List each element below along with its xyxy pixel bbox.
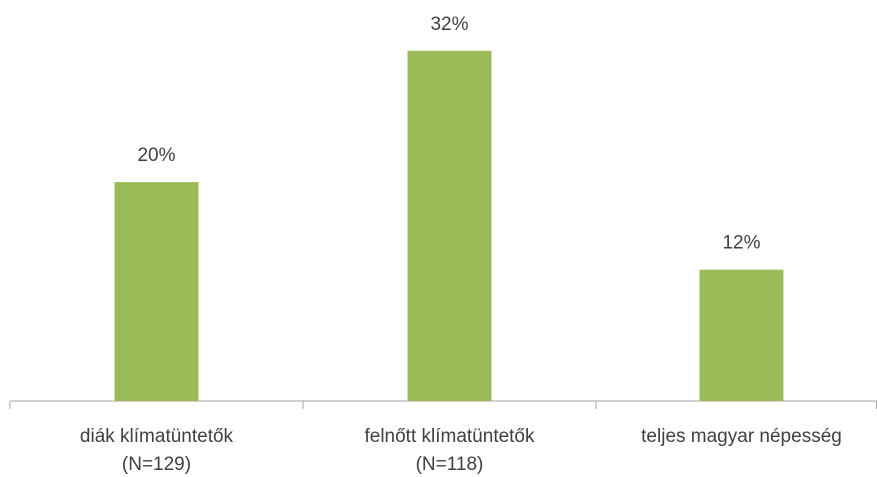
x-tick-label: felnőtt klímatüntetők (N=118) (364, 426, 535, 475)
bar (407, 50, 492, 401)
value-label: 20% (137, 145, 175, 166)
bar (699, 269, 784, 401)
value-label: 32% (430, 14, 468, 35)
x-tick-label: diák klímatüntetők (N=129) (79, 426, 234, 475)
value-label: 12% (722, 233, 760, 254)
x-tick-label: teljes magyar népesség (641, 426, 842, 447)
bar (114, 182, 199, 401)
